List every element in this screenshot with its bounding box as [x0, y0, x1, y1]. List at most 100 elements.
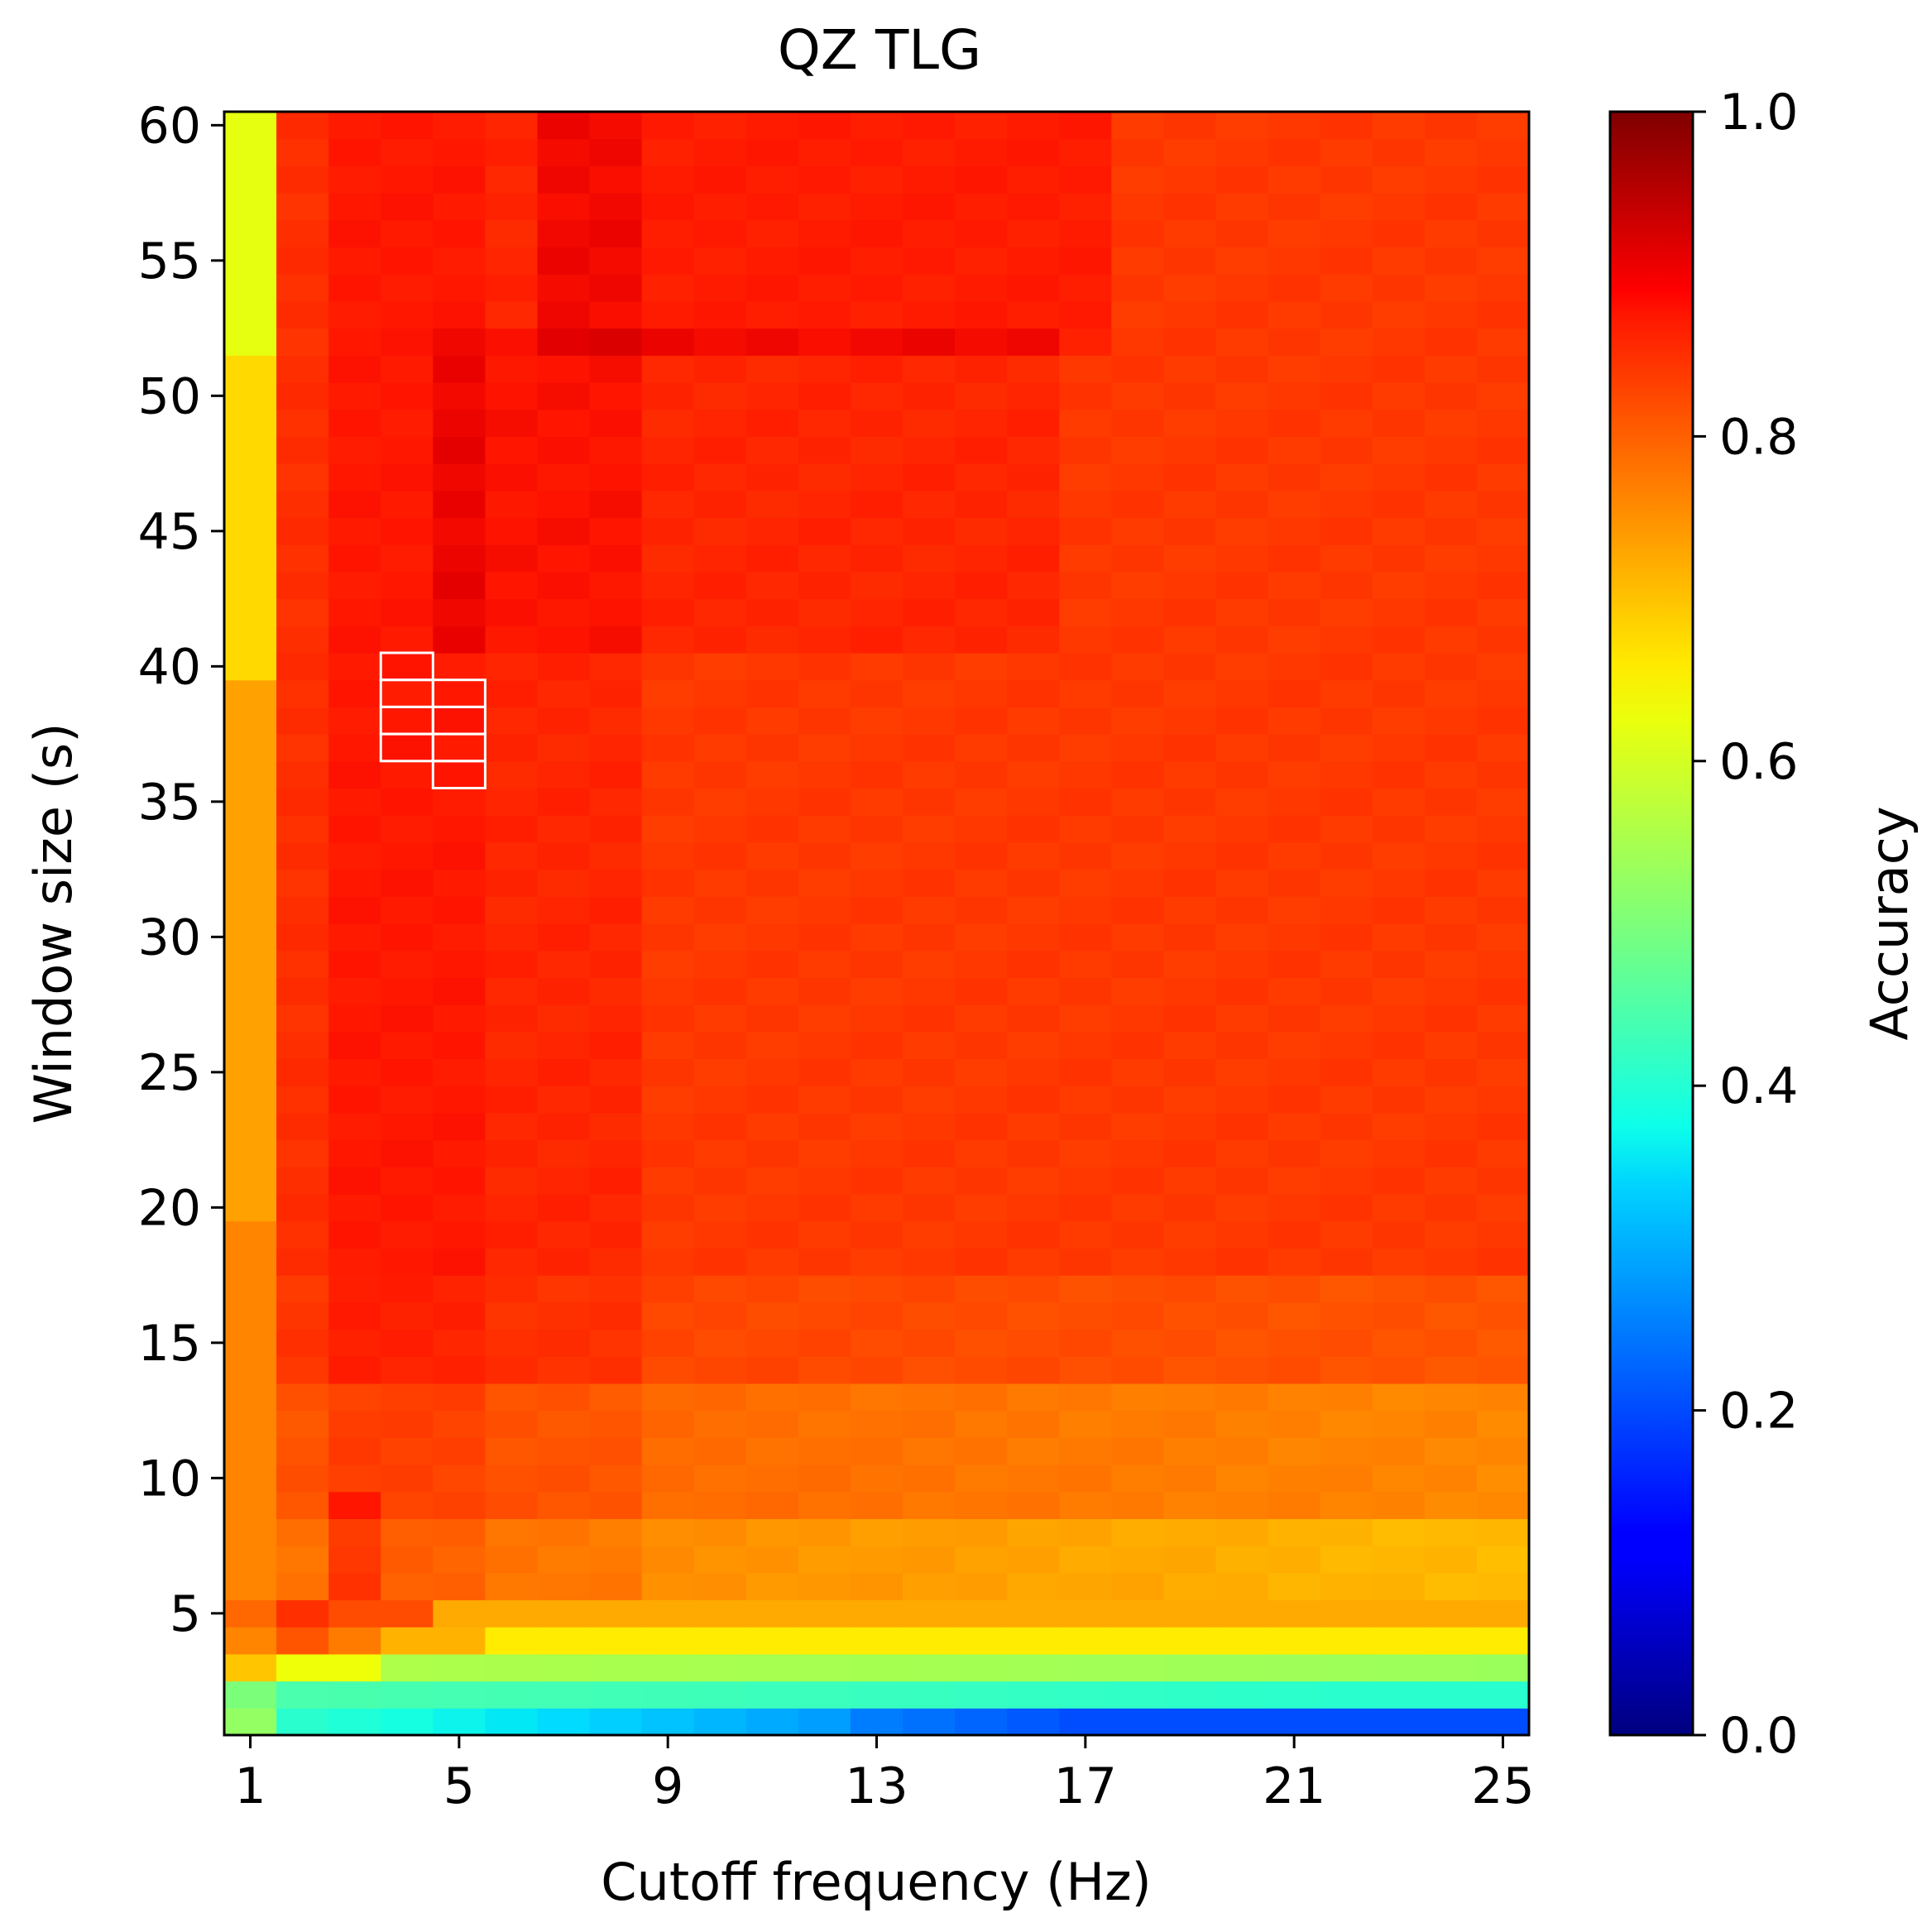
heatmap-cell: [798, 544, 851, 573]
x-tick-label: 9: [652, 1757, 683, 1815]
heatmap-cell: [328, 1139, 381, 1167]
heatmap-cell: [1476, 112, 1530, 140]
heatmap-cell: [537, 1004, 591, 1033]
heatmap-cell: [693, 950, 747, 978]
heatmap-cell: [589, 247, 643, 275]
heatmap-cell: [1007, 1112, 1060, 1141]
heatmap-cell: [693, 409, 747, 437]
heatmap-cell: [798, 1465, 851, 1493]
heatmap-cell: [1320, 734, 1373, 762]
heatmap-cell: [276, 1031, 329, 1060]
heatmap-cell: [1007, 544, 1060, 573]
heatmap-cell: [850, 598, 903, 626]
heatmap-cell: [693, 1275, 747, 1303]
heatmap-cell: [1059, 1465, 1112, 1493]
heatmap-cell: [1424, 517, 1478, 545]
heatmap-cell: [745, 517, 799, 545]
heatmap-cell: [641, 274, 695, 302]
heatmap-cell: [1268, 1599, 1321, 1628]
heatmap-cell: [1111, 1410, 1165, 1438]
heatmap-cell: [589, 544, 643, 573]
heatmap-cell: [1268, 328, 1321, 356]
heatmap-cell: [1163, 1437, 1217, 1465]
heatmap-cell: [328, 247, 381, 275]
heatmap-cell: [955, 1086, 1008, 1114]
heatmap-cell: [1424, 1383, 1478, 1412]
heatmap-cell: [1111, 1465, 1165, 1493]
heatmap-cell: [903, 463, 956, 491]
heatmap-cell: [381, 1031, 434, 1060]
heatmap-cell: [903, 1356, 956, 1384]
heatmap-cell: [1059, 734, 1112, 762]
heatmap-cell: [276, 1058, 329, 1086]
heatmap-cell: [589, 788, 643, 816]
heatmap-cell: [537, 328, 591, 356]
heatmap-cell: [1268, 1437, 1321, 1465]
heatmap-cell: [1320, 1546, 1373, 1574]
heatmap-cell: [1163, 760, 1217, 789]
heatmap-cell: [1163, 219, 1217, 248]
heatmap-cell: [1215, 923, 1269, 952]
heatmap-cell: [798, 977, 851, 1005]
heatmap-cell: [1007, 409, 1060, 437]
heatmap-cell: [328, 1708, 381, 1736]
heatmap-cell: [328, 1383, 381, 1412]
heatmap-cell: [1424, 1058, 1478, 1086]
heatmap-cell: [485, 138, 539, 166]
heatmap-cell: [224, 923, 277, 952]
heatmap-cell: [798, 1220, 851, 1249]
heatmap-cell: [1111, 1112, 1165, 1141]
heatmap-cell: [224, 841, 277, 870]
heatmap-cell: [328, 1112, 381, 1141]
heatmap-cell: [537, 409, 591, 437]
heatmap-cell: [433, 436, 486, 464]
heatmap-cell: [745, 1086, 799, 1114]
heatmap-cell: [1372, 138, 1426, 166]
heatmap-cell: [850, 1220, 903, 1249]
heatmap-cell: [276, 1167, 329, 1195]
heatmap-cell: [641, 193, 695, 221]
heatmap-cell: [589, 328, 643, 356]
heatmap-cell: [537, 1383, 591, 1412]
heatmap-cell: [903, 679, 956, 707]
heatmap-cell: [903, 1058, 956, 1086]
heatmap-cell: [328, 1680, 381, 1709]
heatmap-cell: [1111, 219, 1165, 248]
heatmap-cell: [1059, 544, 1112, 573]
heatmap-cell: [485, 1086, 539, 1114]
heatmap-cell: [1007, 112, 1060, 140]
heatmap-cell: [1007, 1465, 1060, 1493]
heatmap-cell: [328, 896, 381, 924]
heatmap-cell: [1163, 490, 1217, 519]
heatmap-cell: [485, 1627, 539, 1655]
heatmap-cell: [1007, 436, 1060, 464]
heatmap-cell: [485, 436, 539, 464]
heatmap-cell: [1215, 1599, 1269, 1628]
heatmap-cell: [589, 1248, 643, 1276]
heatmap-cell: [641, 1004, 695, 1033]
heatmap-cell: [328, 1599, 381, 1628]
heatmap-cell: [1476, 626, 1530, 654]
heatmap-cell: [745, 1329, 799, 1357]
heatmap-cell: [589, 760, 643, 789]
heatmap-cell: [1215, 1680, 1269, 1709]
heatmap-cell: [1111, 544, 1165, 573]
heatmap-cell: [955, 1518, 1008, 1546]
heatmap-cell: [1007, 571, 1060, 600]
heatmap-cell: [1424, 1167, 1478, 1195]
heatmap-cell: [1111, 1518, 1165, 1546]
heatmap-cell: [328, 1329, 381, 1357]
heatmap-cell: [798, 788, 851, 816]
heatmap-cell: [1268, 1680, 1321, 1709]
heatmap-cell: [381, 1437, 434, 1465]
heatmap-cell: [1111, 490, 1165, 519]
heatmap-cell: [381, 436, 434, 464]
heatmap-cell: [1372, 1708, 1426, 1736]
heatmap-cell: [903, 841, 956, 870]
heatmap-cell: [1059, 328, 1112, 356]
colorbar-tick-label: 0.0: [1719, 1707, 1798, 1765]
heatmap-cell: [1007, 841, 1060, 870]
heatmap-cell: [589, 1437, 643, 1465]
heatmap-cell: [1059, 112, 1112, 140]
heatmap-cell: [224, 1680, 277, 1709]
